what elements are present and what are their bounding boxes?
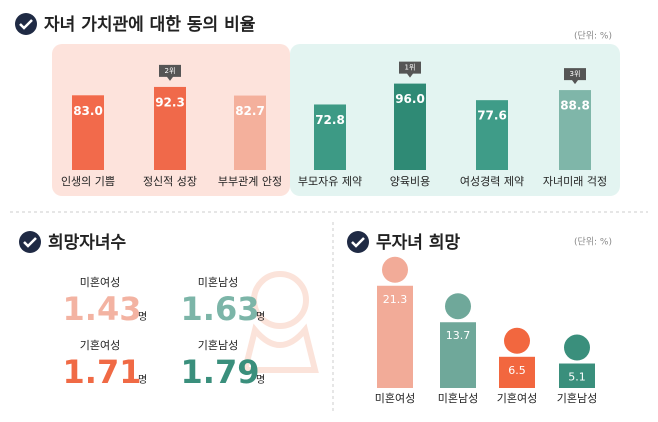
bubble <box>564 334 590 361</box>
stat-unit: 명 <box>138 374 147 386</box>
rank-label: 2위 <box>165 67 176 75</box>
section-title: 희망자녀수 <box>48 233 127 253</box>
negative-bg <box>290 44 620 196</box>
value-label: 82.7 <box>235 104 265 118</box>
category-label: 미혼남성 <box>438 392 478 405</box>
bar <box>559 363 595 388</box>
bubble <box>504 327 530 354</box>
category-label: 부부관계 안정 <box>218 175 282 188</box>
unit-note: (단위: %) <box>574 31 612 42</box>
category-label: 부모자유 제약 <box>298 174 362 188</box>
rank-badge <box>399 61 421 78</box>
value-label: 92.3 <box>155 95 185 109</box>
value-label: 6.5 <box>508 364 526 377</box>
bar <box>476 100 508 170</box>
bar <box>377 285 413 388</box>
value-label: 83.0 <box>73 104 103 118</box>
check-icon <box>15 13 37 35</box>
bar <box>234 95 266 170</box>
child-illustration <box>241 271 319 373</box>
value-label: 77.6 <box>477 109 507 123</box>
check-icon <box>347 231 369 253</box>
chart-title: 무자녀 희망 <box>376 233 460 253</box>
value-label: 5.1 <box>568 371 586 384</box>
bubble <box>445 293 471 320</box>
category-label: 정신적 성장 <box>143 175 197 188</box>
bar <box>394 83 426 170</box>
category-label: 기혼여성 <box>497 392 537 405</box>
category-label: 인생의 기쁨 <box>61 175 115 188</box>
value-label: 13.7 <box>446 329 471 342</box>
stat-value: 1.71 <box>63 353 142 391</box>
rank-label: 1위 <box>405 64 416 72</box>
stat-unit: 명 <box>138 311 147 323</box>
category-label: 자녀미래 걱정 <box>543 175 607 188</box>
stat-unit: 명 <box>256 374 265 386</box>
check-icon <box>19 231 41 253</box>
stat-label: 미혼남성 <box>198 276 238 289</box>
stat-value: 1.63 <box>181 290 260 328</box>
chart-title: 자녀 가치관에 대한 동의 비율 <box>44 15 256 35</box>
category-label: 양육비용 <box>390 175 430 188</box>
stat-value: 1.43 <box>63 290 142 328</box>
bar <box>559 90 591 170</box>
value-label: 96.0 <box>395 92 425 106</box>
bar <box>314 104 346 170</box>
rank-badge <box>159 64 181 81</box>
bubble <box>382 256 408 283</box>
stat-label: 미혼여성 <box>80 276 120 289</box>
stat-label: 기혼남성 <box>198 339 238 352</box>
value-label: 88.8 <box>560 99 590 113</box>
rank-badge <box>564 68 586 85</box>
category-label: 기혼남성 <box>557 392 597 405</box>
stat-label: 기혼여성 <box>80 339 120 352</box>
bar <box>154 86 186 170</box>
stat-value: 1.79 <box>181 353 260 391</box>
value-label: 21.3 <box>383 293 408 306</box>
category-label: 미혼여성 <box>375 392 415 405</box>
bar <box>72 95 104 170</box>
bar <box>440 322 476 388</box>
unit-note: (단위: %) <box>574 237 612 248</box>
category-label: 여성경력 제약 <box>460 174 524 188</box>
value-label: 72.8 <box>315 113 345 127</box>
bar <box>499 356 535 388</box>
stat-unit: 명 <box>256 311 265 323</box>
rank-label: 3위 <box>570 70 581 78</box>
